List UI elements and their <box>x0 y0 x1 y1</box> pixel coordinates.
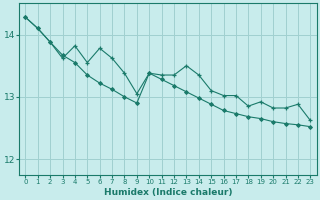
X-axis label: Humidex (Indice chaleur): Humidex (Indice chaleur) <box>104 188 232 197</box>
